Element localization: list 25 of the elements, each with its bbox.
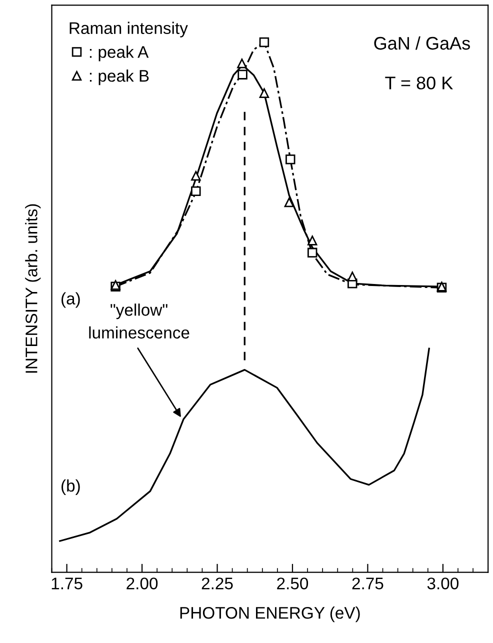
annotation: "yellow" luminescence [89, 304, 190, 339]
x-tick-label: 2.25 [202, 578, 233, 590]
x-tick-label: 2.50 [277, 578, 308, 590]
point [259, 37, 270, 48]
legend-title: Raman intensity [70, 22, 188, 38]
point [259, 88, 270, 98]
legend-label: : peak A [90, 46, 149, 62]
point [348, 272, 358, 282]
x-axis-title: PHOTON ENERGY (eV) [180, 606, 360, 622]
point [238, 70, 248, 80]
point [237, 58, 247, 68]
x-tick-label: 2.00 [126, 578, 158, 590]
annotation: (b) [62, 479, 80, 495]
point [286, 154, 296, 164]
x-tick-label: 3.00 [427, 578, 459, 590]
point [191, 186, 201, 196]
annotation: (a) [62, 292, 80, 308]
y-axis-title: INTENSITY (arb. units) [25, 204, 41, 373]
legend-label: : peak B [90, 70, 149, 86]
point [191, 170, 201, 181]
point [307, 248, 318, 258]
annotation: GaN / GaAs [374, 36, 470, 50]
x-tick-label: 1.75 [52, 578, 82, 590]
annotation: T = 80 K [385, 76, 453, 90]
x-tick-label: 2.75 [352, 578, 384, 590]
